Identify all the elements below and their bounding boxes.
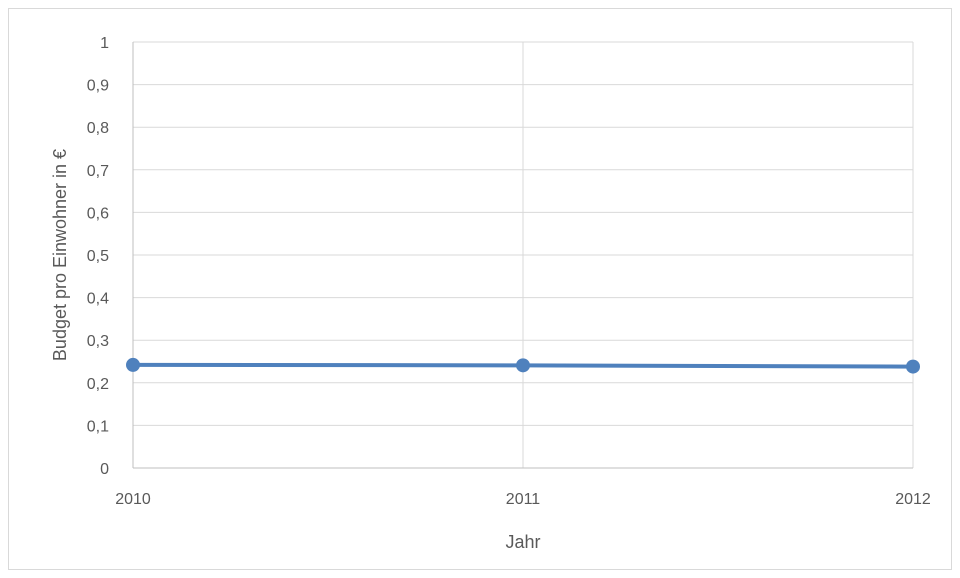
y-axis-title: Budget pro Einwohner in € xyxy=(50,149,70,361)
x-axis-title: Jahr xyxy=(505,532,540,552)
y-tick-label: 1 xyxy=(100,35,109,52)
y-tick-label: 0,8 xyxy=(87,120,109,137)
y-tick-label: 0,5 xyxy=(87,248,109,265)
y-tick-label: 0,1 xyxy=(87,418,109,435)
y-tick-label: 0,9 xyxy=(87,78,109,95)
y-tick-label: 0 xyxy=(100,461,109,478)
data-point xyxy=(516,358,530,373)
axes xyxy=(132,42,913,469)
data-point xyxy=(906,359,920,374)
gridlines xyxy=(133,41,914,468)
x-tick-label: 2011 xyxy=(506,491,541,508)
x-tick-label: 2010 xyxy=(115,491,151,508)
data-point xyxy=(126,357,140,372)
y-tick-label: 0,4 xyxy=(87,291,109,308)
chart-frame xyxy=(8,8,952,570)
series-layer xyxy=(126,357,920,374)
y-tick-labels: 0 0,1 0,2 0,3 0,4 0,5 0,6 0,7 0,8 0,9 1 xyxy=(87,35,109,478)
x-tick-label: 2012 xyxy=(895,491,931,508)
y-tick-label: 0,3 xyxy=(87,333,109,350)
y-tick-label: 0,2 xyxy=(87,376,109,393)
y-tick-label: 0,6 xyxy=(87,205,109,222)
x-tick-labels: 2010 2011 2012 xyxy=(115,491,931,508)
y-tick-label: 0,7 xyxy=(87,163,109,180)
